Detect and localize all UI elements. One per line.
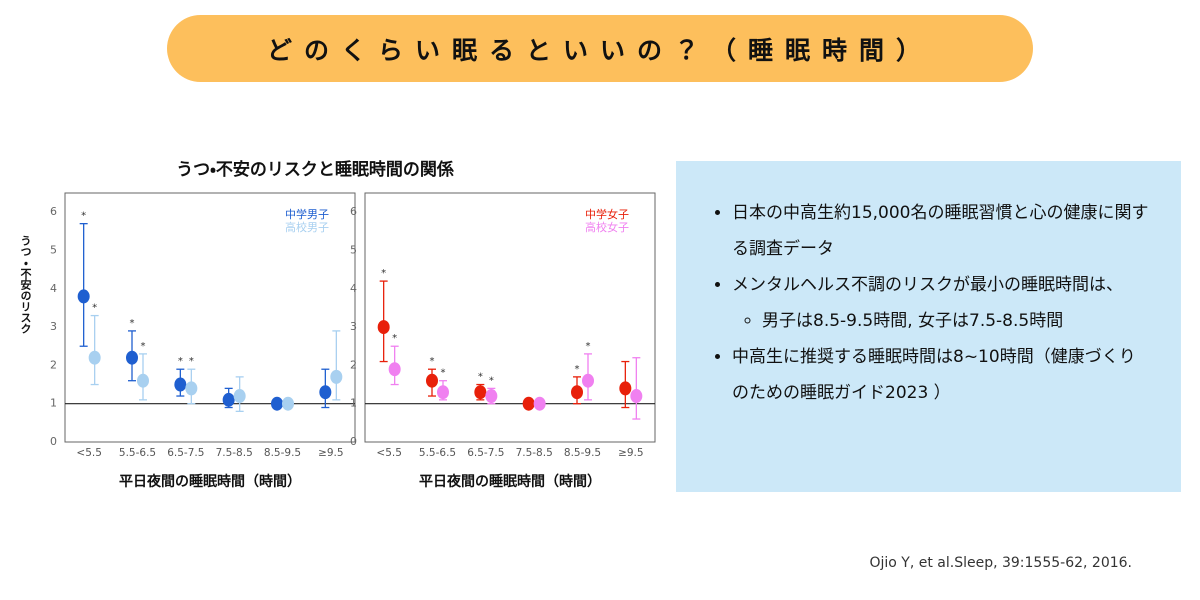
plot-frame <box>364 192 656 443</box>
title: どのくらい眠るといいの？（睡眠時間） <box>266 35 933 65</box>
x-tick-label: 8.5-9.5 <box>264 447 301 459</box>
y-tick-label: 5 <box>50 243 57 256</box>
point <box>282 396 294 411</box>
y-tick-label: 0 <box>50 435 57 448</box>
point <box>88 350 101 365</box>
y-tick-label: 6 <box>50 205 57 218</box>
legend-entry: 中学男子 <box>285 207 329 221</box>
point <box>533 396 546 411</box>
point <box>233 389 246 404</box>
charts: うつ・不安のリスクと睡眠時間の関係 0 1 2 3 4 5 6 <5.5 5.5-6.5 6.5-… <box>19 159 656 490</box>
x-tick-label: 5.5-6.5 <box>119 447 156 459</box>
point <box>330 369 343 384</box>
significance-mark: * <box>141 341 146 352</box>
y-tick-label: 6 <box>350 205 357 218</box>
point <box>522 396 535 411</box>
significance-mark: * <box>575 364 580 375</box>
point <box>619 381 632 396</box>
point <box>437 385 449 400</box>
info-panel: 日本の中高生約15,000名の睡眠習慣と心の健康に関する調査データメンタルヘルス… <box>676 161 1181 492</box>
sub-bullet: 男子は8.5-9.5時間, 女子は7.5-8.5時間 <box>762 303 1151 339</box>
bullet: メンタルヘルス不調のリスクが最小の睡眠時間は、男子は8.5-9.5時間, 女子は… <box>732 267 1151 339</box>
y-tick-label: 1 <box>50 397 57 410</box>
significance-mark: * <box>489 375 494 386</box>
bullet-text: メンタルヘルス不調のリスクが最小の睡眠時間は、 <box>732 275 1123 295</box>
citation: Ojio Y, et al.Sleep, 39:1555-62, 2016. <box>869 555 1132 571</box>
point <box>222 392 235 407</box>
significance-mark: * <box>586 341 591 352</box>
point <box>174 377 187 392</box>
y-tick-label: 2 <box>50 358 57 371</box>
bullet: 中高生に推奨する睡眠時間は8~10時間（健康づくりのための睡眠ガイド2023 ） <box>732 339 1151 411</box>
y-tick-label: 3 <box>350 320 357 333</box>
point <box>319 385 332 400</box>
x-tick-label: 8.5-9.5 <box>564 447 601 459</box>
x-axis-label: 平日夜間の睡眠時間（時間） <box>119 473 301 490</box>
bullet-text: 中高生に推奨する睡眠時間は8~10時間（健康づくりのための睡眠ガイド2023 ） <box>732 347 1136 403</box>
y-tick-label: 1 <box>350 397 357 410</box>
legend-entry: 高校男子 <box>285 220 329 234</box>
y-axis-label: うつ・不安のリスク <box>19 235 32 334</box>
point <box>126 350 138 365</box>
bullet: 日本の中高生約15,000名の睡眠習慣と心の健康に関する調査データ <box>732 195 1151 267</box>
significance-mark: * <box>178 356 183 367</box>
point <box>377 320 390 335</box>
x-axis-label: 平日夜間の睡眠時間（時間） <box>419 473 601 490</box>
x-tick-label: 7.5-8.5 <box>216 447 253 459</box>
title-banner: どのくらい眠るといいの？（睡眠時間） <box>167 15 1033 82</box>
point <box>571 385 583 400</box>
plot-frame <box>64 192 356 443</box>
significance-mark: * <box>392 333 397 344</box>
significance-mark: * <box>381 268 386 279</box>
point <box>271 396 283 411</box>
point <box>630 389 643 404</box>
bullet-text: 日本の中高生約15,000名の睡眠習慣と心の健康に関する調査データ <box>732 203 1149 259</box>
x-tick-label: 7.5-8.5 <box>516 447 553 459</box>
x-tick-label: ≥9.5 <box>318 447 344 459</box>
y-tick-label: 3 <box>50 320 57 333</box>
y-tick-label: 0 <box>350 435 357 448</box>
y-tick-label: 5 <box>350 243 357 256</box>
point <box>77 289 90 304</box>
point <box>426 373 438 388</box>
y-tick-label: 4 <box>50 282 57 295</box>
significance-mark: * <box>430 356 435 367</box>
sub-list: 男子は8.5-9.5時間, 女子は7.5-8.5時間 <box>732 303 1151 339</box>
significance-mark: * <box>81 211 86 222</box>
x-tick-label: 6.5-7.5 <box>167 447 204 459</box>
significance-mark: * <box>441 368 446 379</box>
significance-mark: * <box>189 356 194 367</box>
x-tick-label: <5.5 <box>376 447 402 459</box>
significance-mark: * <box>130 318 135 329</box>
point <box>185 381 198 396</box>
bullet-list: 日本の中高生約15,000名の睡眠習慣と心の健康に関する調査データメンタルヘルス… <box>710 195 1151 411</box>
point <box>388 362 401 377</box>
significance-mark: * <box>478 372 483 383</box>
point <box>582 373 594 388</box>
x-tick-label: ≥9.5 <box>618 447 644 459</box>
x-tick-label: 5.5-6.5 <box>419 447 456 459</box>
y-tick-label: 4 <box>350 282 357 295</box>
point <box>474 385 487 400</box>
legend-entry: 高校女子 <box>585 220 629 234</box>
significance-mark: * <box>92 303 97 314</box>
point <box>485 389 498 404</box>
point <box>137 373 149 388</box>
figure-title: うつ・不安のリスクと睡眠時間の関係 <box>176 159 455 180</box>
x-tick-label: <5.5 <box>76 447 102 459</box>
x-tick-label: 6.5-7.5 <box>467 447 504 459</box>
y-tick-label: 2 <box>350 358 357 371</box>
legend-entry: 中学女子 <box>585 207 629 221</box>
